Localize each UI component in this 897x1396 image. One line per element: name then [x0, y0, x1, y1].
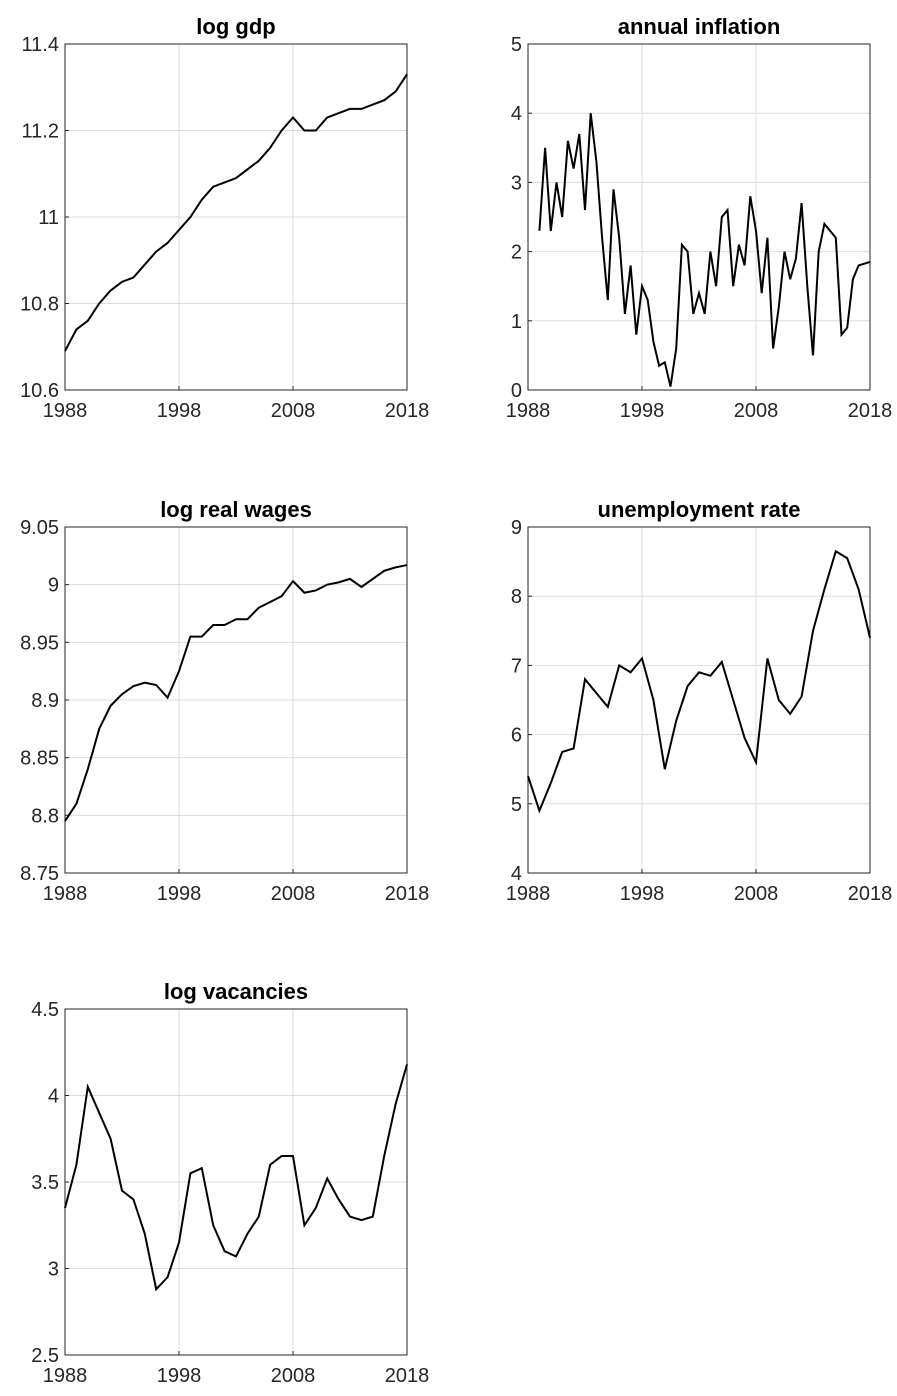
y-tick-label: 1	[511, 311, 522, 333]
chart-title: log real wages	[160, 497, 312, 522]
y-tick-label: 3.5	[31, 1172, 59, 1194]
y-tick-label: 4	[511, 863, 522, 885]
y-tick-label: 9.05	[20, 517, 59, 539]
y-tick-label: 10.6	[20, 380, 59, 402]
axes-box	[64, 43, 408, 391]
y-tick-label: 11.4	[22, 34, 59, 56]
x-tick-label: 2018	[385, 400, 430, 422]
x-tick-label: 2018	[385, 883, 430, 905]
axes-box	[527, 43, 871, 391]
x-tick-label: 1988	[506, 883, 551, 905]
plot-area	[528, 527, 870, 873]
y-tick-label: 3	[511, 172, 522, 194]
x-tick-label: 1998	[157, 1365, 202, 1387]
y-tick-label: 6	[511, 725, 522, 747]
plot-area	[528, 44, 870, 390]
axes-box	[64, 1008, 408, 1356]
y-tick-label: 8	[511, 586, 522, 608]
y-tick-label: 11.2	[22, 121, 59, 143]
series-line	[538, 113, 871, 387]
axes-box	[64, 526, 408, 874]
x-tick-label: 2018	[848, 400, 893, 422]
x-tick-label: 1988	[43, 400, 88, 422]
y-tick-label: 4	[48, 1086, 59, 1108]
y-tick-label: 4.5	[31, 999, 59, 1021]
chart-title: log vacancies	[164, 979, 308, 1004]
series-line	[527, 549, 871, 814]
chart-title: unemployment rate	[598, 497, 801, 522]
x-tick-label: 1988	[43, 883, 88, 905]
series-line	[64, 73, 408, 352]
y-tick-label: 8.75	[20, 863, 59, 885]
y-tick-label: 8.9	[31, 690, 59, 712]
x-tick-label: 2008	[271, 883, 316, 905]
x-tick-label: 2008	[271, 400, 316, 422]
axes-box	[527, 526, 871, 874]
chart-title: annual inflation	[618, 14, 781, 39]
y-tick-label: 7	[511, 655, 522, 677]
x-tick-label: 2008	[734, 400, 779, 422]
y-tick-label: 2.5	[31, 1345, 59, 1367]
x-tick-label: 1998	[620, 883, 665, 905]
x-tick-label: 1998	[157, 400, 202, 422]
x-tick-label: 2008	[271, 1365, 316, 1387]
y-tick-label: 9	[48, 575, 59, 597]
y-tick-label: 4	[511, 103, 522, 125]
x-tick-label: 1988	[506, 400, 551, 422]
x-tick-label: 1988	[43, 1365, 88, 1387]
y-tick-label: 8.85	[20, 748, 59, 770]
x-tick-label: 1998	[157, 883, 202, 905]
x-tick-label: 2018	[848, 883, 893, 905]
y-tick-label: 10.8	[20, 294, 59, 316]
y-tick-label: 5	[511, 794, 522, 816]
series-line	[64, 1064, 408, 1292]
series-line	[64, 564, 408, 822]
chart-title: log gdp	[196, 14, 275, 39]
x-tick-label: 2018	[385, 1365, 430, 1387]
y-tick-label: 0	[511, 380, 522, 402]
y-tick-label: 3	[48, 1259, 59, 1281]
y-tick-label: 9	[511, 517, 522, 539]
x-tick-label: 1998	[620, 400, 665, 422]
y-tick-label: 2	[511, 242, 522, 264]
y-tick-label: 8.8	[31, 805, 59, 827]
y-tick-label: 8.95	[20, 632, 59, 654]
y-tick-label: 5	[511, 34, 522, 56]
y-tick-label: 11	[38, 207, 59, 229]
x-tick-label: 2008	[734, 883, 779, 905]
